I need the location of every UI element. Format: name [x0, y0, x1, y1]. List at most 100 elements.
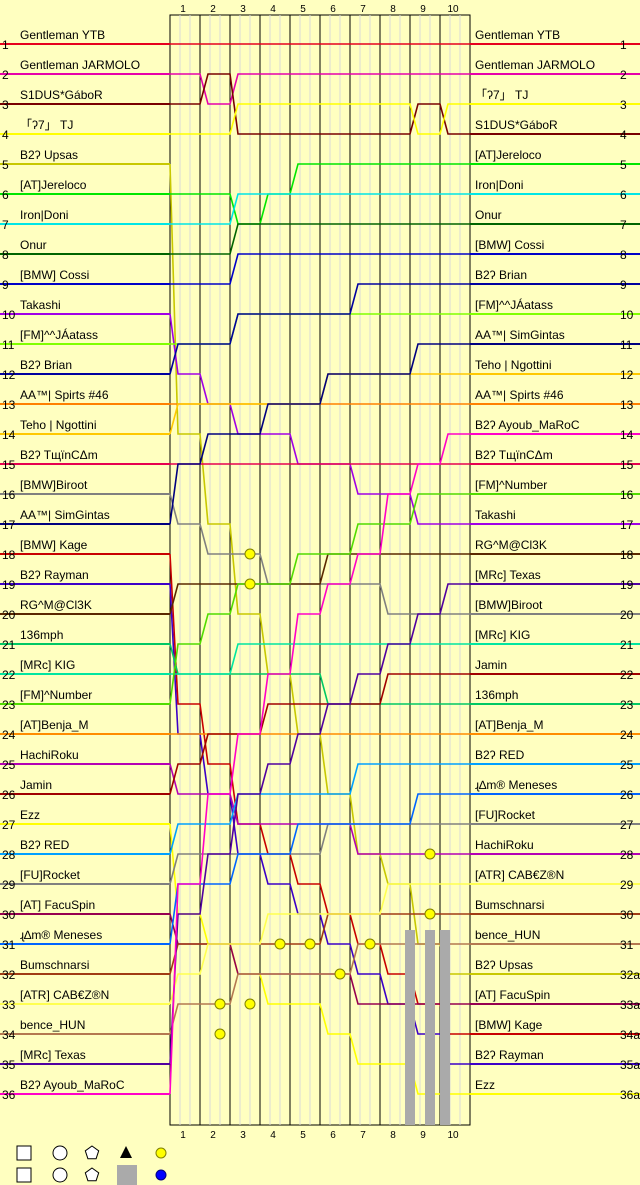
right-position-number: 21	[620, 638, 634, 652]
lap-label-top: 8	[390, 4, 396, 15]
pit-dot	[244, 998, 256, 1010]
driver-line	[169, 673, 470, 795]
right-driver-name: [BMW] Cossi	[475, 238, 544, 252]
left-driver-name: Bumschnarsi	[20, 958, 89, 972]
right-position-number: 32a	[620, 968, 640, 982]
left-position-number: 18	[2, 548, 16, 562]
left-position-number: 27	[2, 818, 16, 832]
driver-line	[169, 433, 470, 1095]
left-position-number: 25	[2, 758, 16, 772]
right-position-number: 11	[620, 338, 633, 352]
left-position-number: 17	[2, 518, 16, 532]
left-driver-name: [MRc] Texas	[20, 1048, 86, 1062]
lap-label-bottom: 3	[240, 1130, 246, 1141]
left-position-number: 13	[2, 398, 16, 412]
right-driver-name: AA™| Spirts #46	[475, 388, 564, 402]
right-driver-name: Iron|Doni	[475, 178, 523, 192]
driver-line	[169, 883, 470, 1005]
right-driver-name: B2ʔ Ayoub_MaRoC	[475, 418, 580, 432]
left-driver-name: [AT]Benja_M	[20, 718, 88, 732]
left-driver-name: Gentleman YTB	[20, 28, 105, 42]
lap-label-bottom: 6	[330, 1130, 336, 1141]
right-driver-name: 「ʔ7」 TJ	[475, 88, 528, 102]
right-position-number: 10	[620, 308, 634, 322]
left-driver-name: B2ʔ Brian	[20, 358, 72, 372]
right-position-number: 3	[620, 98, 627, 112]
pit-markers	[214, 548, 450, 1125]
left-driver-name: [ATR] CAB€Z®N	[20, 988, 109, 1002]
left-position-number: 21	[2, 638, 16, 652]
driver-line	[170, 103, 470, 135]
left-position-number: 31	[2, 938, 16, 952]
legend-circle	[52, 1145, 68, 1161]
legend-pentagon	[84, 1145, 100, 1160]
left-position-number: 33	[2, 998, 16, 1012]
left-driver-name: [MRc] KIG	[20, 658, 75, 672]
right-driver-name: S1DUS*GáboR	[475, 118, 558, 132]
driver-line	[169, 283, 470, 375]
driver-line	[169, 553, 470, 1035]
left-driver-name: bence_HUN	[20, 1018, 85, 1032]
left-driver-name: AA™| Spirts #46	[20, 388, 109, 402]
left-driver-name: S1DUS*GáboR	[20, 88, 103, 102]
right-position-number: 6	[620, 188, 627, 202]
right-position-number: 26	[620, 788, 634, 802]
left-position-number: 1	[2, 38, 9, 52]
left-position-number: 16	[2, 488, 16, 502]
left-position-number: 23	[2, 698, 16, 712]
lap-label-bottom: 7	[360, 1130, 366, 1141]
lap-label-bottom: 1	[180, 1130, 186, 1141]
right-driver-name: [FM]^Number	[475, 478, 547, 492]
right-driver-name: Onur	[475, 208, 502, 222]
right-driver-name: [BMW] Kage	[475, 1018, 543, 1032]
left-position-number: 20	[2, 608, 16, 622]
left-driver-name: RG^M@Cl3K	[20, 598, 92, 612]
right-driver-name: B2ʔ Upsas	[475, 958, 533, 972]
pit-dot	[274, 938, 286, 950]
right-position-number: 36a	[620, 1088, 640, 1102]
lap-label-bottom: 10	[447, 1130, 459, 1141]
left-position-number: 5	[2, 158, 9, 172]
left-position-number: 3	[2, 98, 9, 112]
left-position-number: 4	[2, 128, 9, 142]
right-driver-name: B2ʔ Brian	[475, 268, 527, 282]
left-position-number: 12	[2, 368, 16, 382]
lap-label-bottom: 9	[420, 1130, 426, 1141]
lap-label-bottom: 2	[210, 1130, 216, 1141]
right-position-number: 23	[620, 698, 634, 712]
left-driver-name: HachiRoku	[20, 748, 79, 762]
right-driver-name: bence_HUN	[475, 928, 540, 942]
pit-dot	[424, 908, 436, 920]
right-driver-name: [FU]Rocket	[475, 808, 536, 822]
right-position-number: 35a	[620, 1058, 640, 1072]
pit-dot	[364, 938, 376, 950]
right-driver-name: Gentleman JARMOLO	[475, 58, 595, 72]
driver-line	[169, 793, 470, 945]
left-driver-name: Iron|Doni	[20, 208, 68, 222]
right-position-number: 22	[620, 668, 634, 682]
left-driver-name: 「ʔ7」 TJ	[20, 118, 73, 132]
driver-line	[170, 163, 470, 225]
legend	[16, 1145, 167, 1185]
left-position-number: 29	[2, 878, 16, 892]
right-position-number: 19	[620, 578, 634, 592]
right-driver-name: B2ʔ RED	[475, 748, 525, 762]
left-driver-name: [FM]^Number	[20, 688, 92, 702]
right-driver-name: B2ʔ TщïnCΔm	[475, 448, 553, 462]
left-position-number: 24	[2, 728, 16, 742]
right-position-number: 4	[620, 128, 627, 142]
right-driver-name: [AT] FacuSpin	[475, 988, 550, 1002]
legend-triangle	[120, 1146, 132, 1158]
left-driver-name: Ezz	[20, 808, 40, 822]
driver-line	[169, 493, 470, 705]
right-driver-name: Ezz	[475, 1078, 495, 1092]
right-driver-name: AA™| SimGintas	[475, 328, 565, 342]
right-position-number: 20	[620, 608, 634, 622]
right-position-number: 7	[620, 218, 627, 232]
pit-dot	[214, 1028, 226, 1040]
right-driver-name: [ATR] CAB€Z®N	[475, 868, 564, 882]
right-position-number: 30	[620, 908, 634, 922]
right-position-number: 14	[620, 428, 634, 442]
right-position-number: 17	[620, 518, 634, 532]
pit-dot	[214, 998, 226, 1010]
